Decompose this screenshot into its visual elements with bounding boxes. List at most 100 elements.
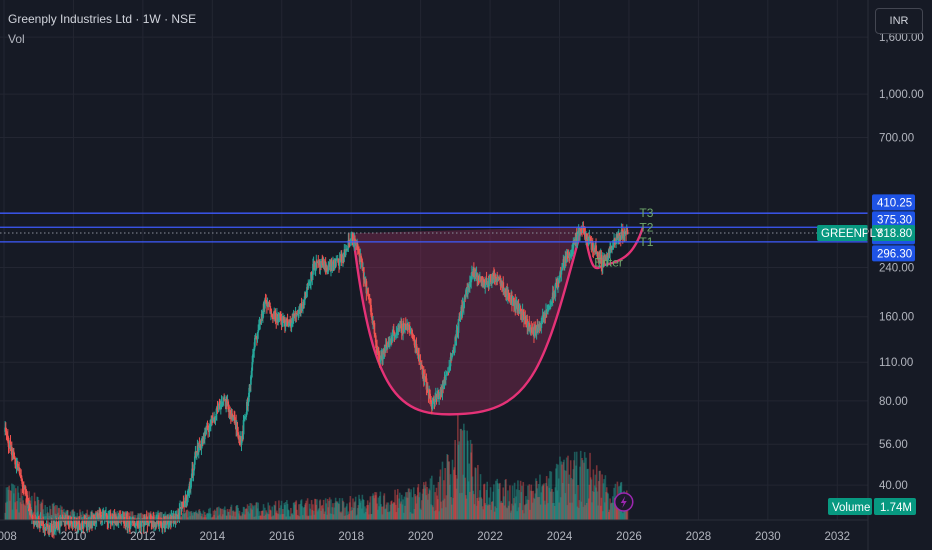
candle-body (422, 370, 425, 381)
currency-button[interactable]: INR (875, 8, 923, 34)
volume-bar (228, 509, 231, 520)
candle-body (449, 366, 451, 368)
candle-body (376, 345, 378, 348)
candle-body (221, 402, 224, 403)
candle-body (134, 525, 137, 528)
volume-bar (526, 499, 529, 520)
flash-icon[interactable] (614, 492, 634, 512)
candle-body (236, 427, 239, 433)
volume-bar (559, 456, 561, 520)
volume-bar (181, 514, 183, 520)
candle-body (484, 284, 487, 287)
candle-body (234, 417, 236, 423)
volume-bar (188, 511, 191, 520)
candle-body (370, 314, 373, 318)
candle-body (382, 349, 384, 360)
volume-bar (279, 514, 282, 520)
volume-bar (336, 501, 339, 520)
x-tick-label: 2014 (200, 531, 226, 543)
volume-bar (165, 514, 168, 520)
candle-body (469, 282, 471, 288)
volume-bar (189, 511, 192, 520)
candle-body (612, 242, 615, 247)
volume-bar (238, 510, 241, 520)
volume-bar (234, 516, 236, 520)
candle-body (26, 495, 29, 500)
volume-bar (434, 492, 436, 520)
volume-bar (531, 491, 533, 520)
candle-body (610, 246, 613, 250)
candle-body (370, 305, 372, 315)
candle-body (131, 519, 134, 524)
volume-bar (52, 504, 55, 520)
volume-bar (513, 482, 516, 520)
volume-bar (168, 512, 171, 520)
candle-body (499, 278, 501, 280)
volume-bar (81, 511, 84, 520)
candle-body (6, 434, 9, 436)
volume-bar (71, 509, 74, 520)
volume-bar (487, 505, 489, 520)
volume-bar (563, 470, 566, 520)
volume-bar (477, 500, 480, 520)
candle-body (209, 420, 212, 425)
candle-body (560, 269, 563, 275)
volume-bar (6, 501, 8, 520)
candle-body (40, 519, 43, 520)
volume-bar (37, 497, 39, 520)
candle-body (208, 427, 211, 432)
candle-body (393, 332, 396, 336)
volume-bar (131, 511, 133, 520)
volume-bar (609, 503, 612, 520)
volume-bar (79, 512, 82, 520)
volume-bar (340, 513, 342, 520)
candle-body (160, 522, 163, 528)
volume-bar (193, 512, 195, 520)
candle-body (369, 300, 372, 306)
volume-bar (539, 504, 542, 520)
volume-bar (358, 498, 361, 520)
candle-body (252, 354, 254, 363)
candle-body (424, 376, 427, 378)
volume-bar (387, 502, 390, 520)
volume-bar (431, 505, 434, 520)
volume-bar (492, 491, 495, 520)
volume-bar (358, 494, 360, 520)
chart-title[interactable]: Greenply Industries Ltd · 1W · NSE (8, 12, 197, 26)
volume-bar (59, 505, 62, 520)
volume-bar (77, 516, 79, 520)
volume-bar (451, 459, 454, 520)
candle-body (346, 248, 349, 250)
volume-bar (437, 499, 439, 520)
volume-bar (347, 511, 350, 520)
candle-body (410, 331, 413, 333)
volume-bar (510, 510, 513, 520)
volume-bar (543, 483, 545, 520)
volume-bar (362, 499, 365, 520)
volume-bar (88, 514, 91, 520)
volume-bar (472, 490, 474, 520)
volume-bar (554, 487, 557, 520)
candle-body (117, 516, 120, 522)
volume-bar (585, 502, 588, 520)
volume-bar (224, 510, 227, 520)
volume-bar (60, 509, 63, 520)
candle-body (354, 238, 356, 244)
volume-bar (428, 490, 431, 520)
candle-body (110, 519, 113, 524)
volume-bar (241, 512, 243, 520)
volume-bar (231, 515, 233, 520)
volume-bar (344, 515, 347, 520)
volume-bar (314, 499, 317, 520)
volume-bar (193, 512, 196, 520)
candle-body (397, 325, 400, 328)
volume-indicator-label[interactable]: Vol (8, 32, 25, 46)
volume-bar (224, 506, 226, 520)
volume-bar (268, 505, 271, 520)
volume-bar (314, 498, 316, 520)
volume-bar (7, 487, 9, 520)
candle-body (232, 419, 234, 421)
